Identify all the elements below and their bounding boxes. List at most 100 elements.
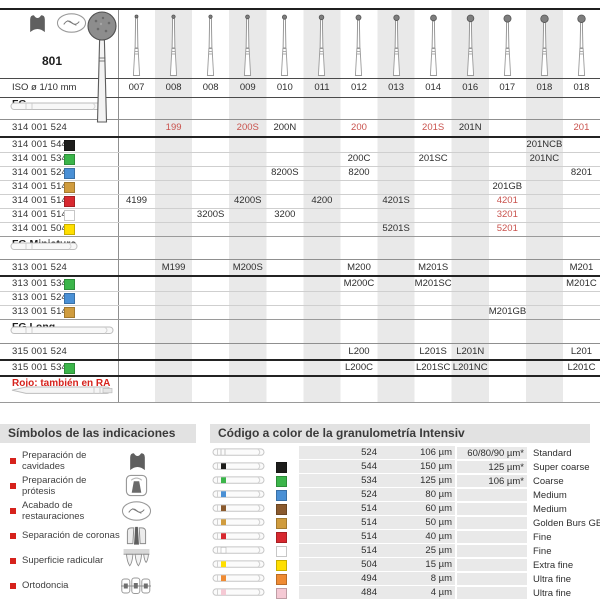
grit-code-and-size: 514 60 µm xyxy=(299,502,455,516)
grit-square-box xyxy=(268,573,294,585)
grit-color-square xyxy=(275,559,287,571)
size-bur-illustration xyxy=(266,12,303,82)
iso-size-cell: 010 xyxy=(276,82,293,93)
grit-code: 484 xyxy=(361,587,377,598)
grit-bur-illustration xyxy=(212,572,268,587)
grit-bur-illustration xyxy=(212,558,268,573)
indication-item: Superficie radicular xyxy=(0,548,196,573)
article-code: 313 001 524 xyxy=(12,292,68,303)
grit-title: Código a color de la granulometría Inten… xyxy=(210,424,590,443)
article-code: 315 001 534 xyxy=(12,362,68,373)
size-bur-illustration xyxy=(489,12,526,82)
grit-square-box xyxy=(268,503,294,515)
indications-list: Preparación de cavidades Preparación de p… xyxy=(0,448,196,598)
iso-size-cell: 017 xyxy=(499,82,516,93)
iso-size-label: ISO ø 1/10 mm xyxy=(12,82,77,93)
table-top-border xyxy=(0,8,600,10)
section-header-band: FG xyxy=(0,97,600,120)
size-value-cell: M200C xyxy=(343,278,375,289)
size-value-cell: 3200S xyxy=(196,209,225,220)
size-value-cell: M201S xyxy=(418,262,449,273)
article-code: 314 001 524 xyxy=(12,122,68,133)
grit-bur-illustration xyxy=(212,488,268,503)
grit-size: 25 µm xyxy=(425,545,452,556)
grit-code: 524 xyxy=(361,489,377,500)
size-bur-illustration xyxy=(192,12,229,82)
indication-label: Superficie radicular xyxy=(22,555,104,566)
indication-bullet xyxy=(10,457,16,464)
iso-size-cell: 008 xyxy=(165,82,182,93)
article-code: 314 001 504 xyxy=(12,223,68,234)
grit-label: Extra fine xyxy=(533,559,574,571)
indication-bullet xyxy=(10,582,16,589)
grit-row: 524 80 µm Medium xyxy=(210,488,600,502)
size-value-cell: 8200S xyxy=(271,167,299,178)
grit-code-and-size: 534 125 µm xyxy=(299,474,455,488)
iso-size-cell: 018 xyxy=(573,82,590,93)
grit-size: 40 µm xyxy=(425,531,452,542)
grit-size: 50 µm xyxy=(425,517,452,528)
indication-item: Separación de coronas xyxy=(0,523,196,548)
section-header-band: FG Miniature xyxy=(0,237,600,260)
grit-label: Standard xyxy=(533,447,572,459)
grit-square-box xyxy=(268,559,294,571)
footnote-text: Rojo: también en RA xyxy=(12,378,111,389)
size-value-cell: 5201 xyxy=(496,223,518,234)
grit-color-square xyxy=(275,587,287,599)
indication-label: Acabado de restauraciones xyxy=(22,499,85,522)
grit-code: 514 xyxy=(361,531,377,542)
grit-bur-illustration xyxy=(212,474,268,489)
ra-shank-illustration xyxy=(10,384,118,402)
grit-size: 80 µm xyxy=(425,489,452,500)
grit-alt-size xyxy=(457,558,527,572)
grit-color-square xyxy=(275,461,287,473)
iso-size-cell: 014 xyxy=(425,82,442,93)
size-value-cell: 201N xyxy=(458,122,482,133)
size-bur-illustration xyxy=(118,12,155,82)
color-code-square xyxy=(64,167,75,179)
table-row: 314 001 514 4199 4200S 4200 4201S 4201 xyxy=(0,194,600,209)
restoration-finishing-icon xyxy=(56,12,87,39)
size-value-cell: L201 xyxy=(570,346,593,357)
grit-bur-illustration xyxy=(212,446,268,461)
grit-code-and-size: 514 40 µm xyxy=(299,530,455,544)
section-header-band: FG Long xyxy=(0,320,600,344)
size-value-cell: 200N xyxy=(273,122,297,133)
grit-bur-illustration xyxy=(212,460,268,475)
grit-color-square xyxy=(275,531,287,543)
size-value-cell: 201SC xyxy=(418,153,448,164)
header-indication-icons xyxy=(26,12,87,39)
orthodontics-icon xyxy=(120,575,152,597)
article-code: 314 001 514 xyxy=(12,209,68,220)
article-code: 314 001 514 xyxy=(12,181,68,192)
size-value-cell: 201 xyxy=(573,122,590,133)
grit-code: 494 xyxy=(361,573,377,584)
color-code-square xyxy=(64,278,75,290)
grit-row: 514 25 µm Fine xyxy=(210,544,600,558)
grit-alt-size xyxy=(457,544,527,558)
size-value-cell: 201GB xyxy=(492,181,523,192)
grit-label: Ultra fine xyxy=(533,573,572,585)
grit-alt-size: 60/80/90 µm* xyxy=(457,446,527,460)
cavity-prep-icon xyxy=(123,450,152,472)
size-value-cell: M199 xyxy=(161,262,186,273)
indication-label: Preparación de cavidades xyxy=(22,449,87,472)
grit-row: 534 125 µm 106 µm* Coarse xyxy=(210,474,600,488)
size-value-cell: 200 xyxy=(351,122,367,133)
article-code: 315 001 524 xyxy=(12,346,68,357)
grit-square-box xyxy=(268,489,294,501)
article-code: 314 001 534 xyxy=(12,153,68,164)
table-row: 313 001 524 M199 M200S M200 M201S M201 xyxy=(0,260,600,277)
indication-label: Ortodoncia xyxy=(22,580,69,591)
indication-item: Ortodoncia xyxy=(0,573,196,598)
grit-size: 8 µm xyxy=(430,573,452,584)
table-row: 314 001 514 3200S 3200 3201 xyxy=(0,208,600,223)
size-value-cell: 200C xyxy=(347,153,371,164)
grit-color-square xyxy=(275,503,287,515)
grit-code-and-size: 514 50 µm xyxy=(299,516,455,530)
grit-size: 4 µm xyxy=(430,587,452,598)
grit-color-code-panel: Código a color de la granulometría Inten… xyxy=(210,424,600,600)
size-value-cell: 4200 xyxy=(311,195,333,206)
size-value-cell: 8201 xyxy=(570,167,593,178)
size-bur-illustration xyxy=(155,12,192,82)
